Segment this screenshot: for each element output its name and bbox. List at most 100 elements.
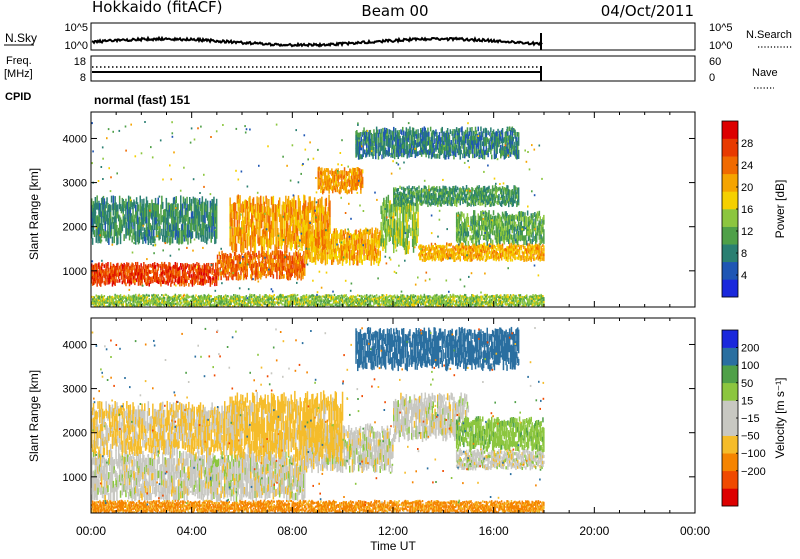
power-cell bbox=[381, 141, 383, 146]
power-cell bbox=[380, 256, 382, 261]
power-cell bbox=[341, 229, 343, 234]
power-cell bbox=[273, 228, 275, 236]
power-cell bbox=[304, 260, 306, 264]
power-cell bbox=[216, 219, 218, 226]
power-cell bbox=[389, 151, 391, 156]
power-cell bbox=[170, 267, 172, 271]
power-cell bbox=[146, 216, 148, 223]
power-cell bbox=[377, 229, 379, 234]
power-cell bbox=[476, 255, 478, 258]
power-cell bbox=[357, 185, 359, 189]
power-cell bbox=[271, 237, 273, 245]
power-cell bbox=[481, 188, 483, 191]
power-cell bbox=[488, 186, 490, 189]
power-cell bbox=[211, 232, 213, 239]
power-cell bbox=[395, 240, 397, 248]
power-cell bbox=[192, 231, 194, 238]
power-cell bbox=[185, 272, 187, 276]
power-cell bbox=[318, 224, 320, 232]
power-cell bbox=[501, 204, 503, 207]
power-cell bbox=[145, 278, 147, 282]
power-cell bbox=[236, 272, 238, 276]
power-cell bbox=[468, 217, 470, 222]
power-cell bbox=[519, 249, 521, 252]
power-cell bbox=[314, 205, 316, 213]
power-cell bbox=[217, 255, 219, 259]
power-cell bbox=[256, 263, 258, 267]
power-cell bbox=[170, 224, 172, 231]
power-cell bbox=[143, 265, 145, 269]
power-cell bbox=[288, 276, 290, 280]
power-cell bbox=[391, 228, 393, 236]
power-cell bbox=[371, 228, 373, 233]
power-cell bbox=[539, 211, 541, 216]
power-cell bbox=[210, 267, 212, 271]
power-cell bbox=[230, 254, 232, 258]
power-cell bbox=[162, 202, 164, 209]
power-cell bbox=[338, 182, 340, 186]
power-cell bbox=[189, 264, 191, 268]
power-cell bbox=[215, 263, 217, 267]
power-cell bbox=[159, 232, 161, 239]
power-cell bbox=[259, 229, 261, 237]
power-cell bbox=[399, 213, 401, 221]
power-cell bbox=[311, 217, 313, 225]
power-cell bbox=[489, 195, 491, 198]
power-cell bbox=[389, 143, 391, 148]
power-cell bbox=[505, 226, 507, 231]
power-cell bbox=[354, 254, 356, 259]
power-cell bbox=[345, 229, 347, 234]
power-cell bbox=[131, 281, 133, 285]
power-cell bbox=[311, 241, 313, 249]
power-cell bbox=[501, 258, 503, 261]
power-cell bbox=[344, 171, 346, 175]
power-cell bbox=[114, 196, 116, 203]
power-cell bbox=[240, 275, 242, 279]
power-cell bbox=[380, 129, 382, 134]
power-cell bbox=[361, 137, 363, 142]
power-cell bbox=[492, 240, 494, 245]
power-cell bbox=[478, 185, 480, 188]
power-cell bbox=[425, 253, 427, 256]
power-cell bbox=[357, 260, 359, 265]
power-cell bbox=[381, 155, 383, 160]
power-cell bbox=[279, 238, 281, 246]
power-cell bbox=[262, 205, 264, 213]
power-cell bbox=[485, 204, 487, 207]
nsky-left-tick-bottom: 10^0 bbox=[64, 40, 88, 52]
power-cell bbox=[246, 225, 248, 233]
power-cell bbox=[446, 242, 448, 245]
power-cell bbox=[435, 257, 437, 260]
power-cell bbox=[518, 202, 520, 205]
power-cell bbox=[412, 198, 414, 201]
power-cell bbox=[498, 194, 500, 197]
power-cell bbox=[524, 246, 526, 249]
power-cell bbox=[173, 272, 175, 276]
power-cell bbox=[182, 204, 184, 211]
power-cell bbox=[177, 204, 179, 211]
power-cell bbox=[260, 196, 262, 204]
power-cell bbox=[466, 185, 468, 188]
power-cell bbox=[202, 196, 204, 203]
power-cell bbox=[105, 282, 107, 286]
power-cell bbox=[460, 256, 462, 259]
power-cell bbox=[187, 238, 189, 245]
cpid-value: normal (fast) 151 bbox=[94, 93, 190, 107]
power-cell bbox=[333, 241, 335, 246]
power-cell bbox=[519, 252, 521, 255]
power-cell bbox=[539, 251, 541, 254]
power-cell bbox=[543, 253, 545, 256]
power-cells bbox=[91, 121, 545, 308]
power-cell bbox=[233, 256, 235, 260]
power-cell bbox=[210, 270, 212, 274]
power-cell bbox=[273, 274, 275, 278]
power-cell bbox=[365, 243, 367, 248]
power-cell bbox=[313, 241, 315, 246]
power-cell bbox=[503, 191, 505, 194]
power-cell bbox=[494, 202, 496, 205]
power-cell bbox=[271, 255, 273, 259]
power-cell bbox=[484, 253, 486, 256]
power-cell bbox=[522, 231, 524, 236]
power-cell bbox=[543, 258, 545, 261]
power-cell bbox=[502, 244, 504, 247]
